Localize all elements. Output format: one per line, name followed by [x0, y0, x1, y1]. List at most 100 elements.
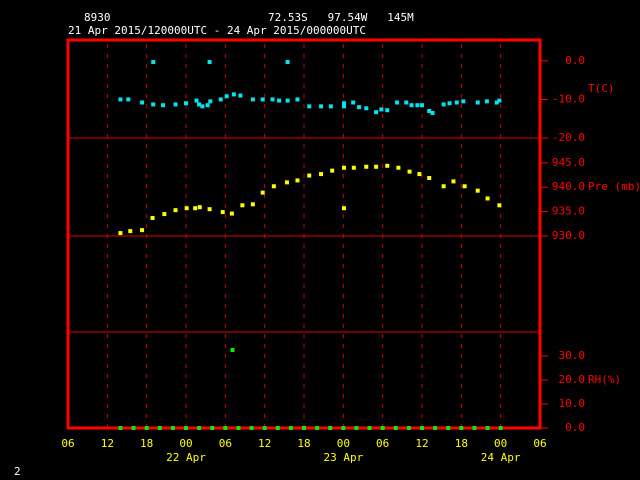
data-point — [170, 426, 175, 430]
data-point — [151, 59, 156, 64]
data-point — [364, 106, 369, 111]
data-point — [262, 426, 267, 430]
y-tick-label: 930.0 — [552, 229, 585, 242]
data-point — [351, 100, 356, 105]
data-point — [194, 98, 199, 103]
data-point — [364, 164, 369, 169]
time-period: 21 Apr 2015/120000UTC - 24 Apr 2015/0000… — [68, 24, 366, 37]
data-point — [374, 110, 379, 115]
data-point — [184, 101, 188, 106]
data-point — [385, 163, 390, 168]
data-point — [223, 426, 228, 430]
data-point — [485, 426, 490, 430]
data-point — [427, 175, 432, 180]
data-point — [396, 165, 401, 170]
data-point — [380, 426, 385, 430]
data-point — [218, 97, 223, 102]
data-point — [374, 164, 379, 169]
y-tick-label: 0.0 — [565, 421, 585, 434]
data-point — [250, 202, 255, 207]
data-point — [341, 104, 346, 109]
data-point — [250, 97, 255, 102]
data-point — [128, 229, 133, 234]
data-point — [475, 188, 480, 193]
data-point — [407, 169, 412, 174]
data-point — [485, 196, 490, 201]
data-point — [229, 211, 234, 216]
data-point — [140, 228, 145, 233]
data-point — [162, 212, 167, 217]
data-point — [193, 206, 198, 211]
x-tick-label: 00 — [337, 437, 350, 450]
data-point — [319, 104, 324, 109]
x-tick-label: 18 — [455, 437, 468, 450]
y-tick-label: 940.0 — [552, 180, 585, 193]
y-tick-label: 20.0 — [559, 373, 586, 386]
data-point — [161, 103, 166, 108]
data-point — [238, 93, 243, 98]
data-point — [497, 98, 502, 103]
data-point — [118, 97, 123, 102]
x-tick-label: 12 — [258, 437, 271, 450]
data-point — [351, 165, 356, 170]
data-point — [427, 108, 432, 113]
data-point — [118, 231, 123, 236]
y-axis-label: RH(%) — [588, 373, 621, 386]
data-point — [260, 97, 265, 102]
data-point — [446, 426, 451, 430]
data-point — [118, 426, 123, 430]
data-point — [224, 94, 229, 99]
data-point — [126, 97, 131, 102]
data-point — [433, 426, 438, 430]
station-id: 8930 — [84, 11, 111, 24]
data-point — [236, 426, 241, 430]
y-tick-label: -10.0 — [552, 92, 585, 105]
data-point — [240, 203, 245, 208]
data-point — [420, 426, 424, 430]
data-point — [270, 97, 275, 102]
data-point — [385, 108, 390, 113]
y-tick-label: 30.0 — [559, 349, 586, 362]
data-point — [184, 426, 188, 430]
data-point — [430, 110, 435, 115]
y-tick-label: 0.0 — [565, 54, 585, 67]
data-point — [230, 348, 235, 352]
data-point — [406, 426, 411, 430]
data-point — [285, 59, 290, 64]
data-point — [275, 426, 280, 430]
data-point — [404, 100, 409, 105]
data-point — [328, 104, 333, 109]
date-label: 22 Apr — [166, 451, 206, 464]
data-point — [441, 184, 446, 189]
data-point — [295, 178, 300, 183]
data-point — [459, 426, 464, 430]
y-tick-label: 945.0 — [552, 156, 585, 169]
x-tick-label: 06 — [376, 437, 389, 450]
data-point — [288, 426, 293, 430]
data-point — [341, 206, 346, 211]
data-point — [208, 99, 213, 104]
data-point — [271, 184, 276, 189]
data-point — [498, 426, 503, 430]
data-point — [395, 100, 400, 105]
data-point — [484, 99, 489, 104]
page-number: 2 — [14, 465, 21, 478]
data-point — [231, 92, 236, 97]
data-point — [447, 101, 452, 106]
date-label: 24 Apr — [481, 451, 521, 464]
data-point — [173, 208, 178, 213]
data-point — [319, 172, 324, 177]
x-tick-label: 06 — [219, 437, 232, 450]
data-point — [357, 105, 362, 110]
data-point — [150, 215, 155, 220]
y-tick-label: 935.0 — [552, 205, 585, 218]
data-point — [205, 103, 210, 108]
date-label: 23 Apr — [323, 451, 363, 464]
x-tick-label: 18 — [297, 437, 310, 450]
data-point — [173, 102, 178, 107]
data-point — [302, 426, 306, 430]
data-point — [341, 165, 346, 170]
data-point — [220, 210, 225, 215]
data-point — [415, 103, 420, 108]
data-point — [475, 100, 480, 105]
